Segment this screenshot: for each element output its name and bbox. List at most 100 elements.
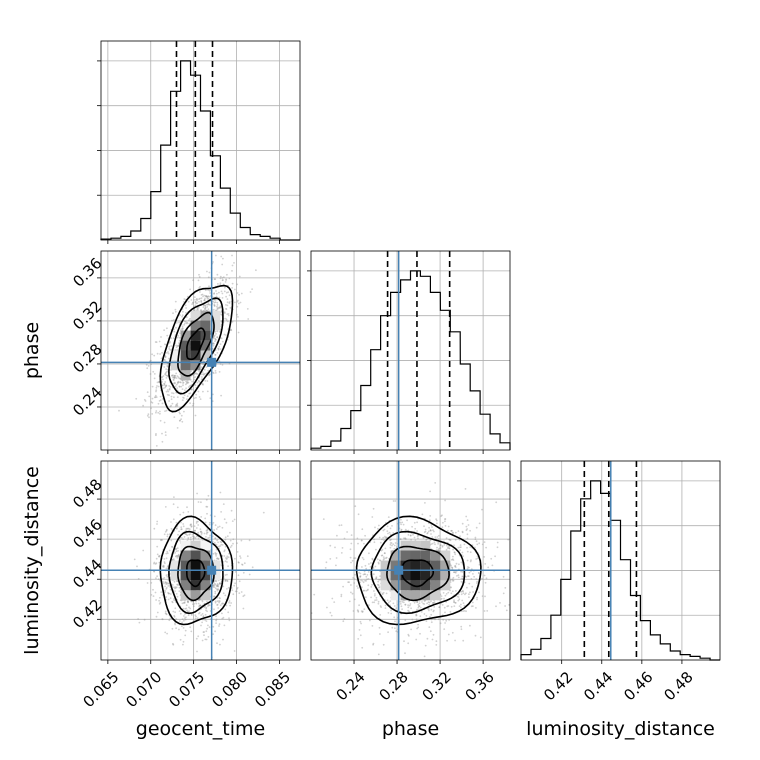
sample-point	[180, 414, 183, 417]
sample-point	[165, 409, 168, 412]
sample-point	[200, 301, 203, 303]
sample-point	[478, 542, 481, 545]
sample-point	[207, 297, 210, 300]
sample-point	[447, 546, 450, 548]
sample-point	[192, 279, 195, 282]
sample-point	[380, 606, 382, 608]
sample-point	[223, 550, 226, 553]
sample-point	[156, 352, 159, 355]
sample-point	[457, 576, 460, 579]
sample-point	[199, 604, 202, 607]
sample-point	[206, 303, 209, 306]
sample-point	[165, 613, 168, 616]
sample-point	[231, 264, 234, 267]
sample-point	[202, 363, 205, 366]
sample-point	[212, 344, 215, 347]
sample-point	[169, 341, 171, 343]
sample-point	[427, 607, 429, 610]
sample-point	[170, 395, 173, 398]
sample-point	[354, 557, 357, 559]
x-axis-label: luminosity_distance	[526, 718, 715, 740]
x-tick-label: 0.075	[165, 668, 208, 711]
sample-point	[164, 372, 167, 375]
sample-point	[146, 582, 149, 584]
sample-point	[217, 347, 220, 350]
sample-point	[200, 533, 203, 535]
sample-point	[382, 643, 385, 646]
sample-point	[214, 299, 216, 301]
sample-point	[226, 301, 229, 304]
sample-point	[444, 518, 447, 520]
sample-point	[166, 535, 169, 538]
sample-point	[447, 525, 450, 528]
sample-point	[157, 411, 160, 414]
sample-point	[224, 536, 227, 539]
sample-point	[185, 607, 188, 610]
sample-point	[404, 538, 407, 540]
sample-point	[217, 607, 220, 609]
sample-point	[175, 372, 178, 375]
sample-point	[190, 299, 193, 301]
sample-point	[196, 299, 198, 302]
sample-point	[449, 539, 452, 542]
sample-point	[154, 394, 157, 397]
x-axis-label: geocent_time	[136, 718, 265, 740]
sample-point	[348, 600, 351, 603]
sample-point	[205, 529, 208, 532]
sample-point	[166, 327, 168, 330]
sample-point	[453, 601, 455, 603]
sample-point	[192, 529, 195, 532]
sample-point	[221, 603, 223, 605]
sample-point	[215, 254, 217, 257]
sample-point	[462, 602, 465, 604]
sample-point	[170, 337, 173, 340]
sample-point	[164, 386, 167, 389]
sample-point	[432, 529, 434, 532]
sample-point	[195, 393, 198, 396]
sample-point	[185, 316, 188, 319]
sample-point	[382, 558, 385, 561]
sample-point	[173, 616, 176, 618]
sample-point	[225, 318, 228, 321]
sample-point	[495, 605, 497, 608]
sample-point	[475, 578, 478, 580]
sample-point	[354, 573, 356, 576]
sample-point	[373, 538, 375, 541]
sample-point	[219, 348, 222, 350]
sample-point	[206, 528, 209, 531]
sample-point	[188, 392, 191, 395]
sample-point	[227, 565, 230, 568]
sample-point	[190, 388, 193, 390]
sample-point	[189, 402, 192, 405]
sample-point	[207, 537, 210, 539]
sample-point	[192, 402, 195, 405]
sample-point	[216, 539, 219, 542]
sample-point	[342, 620, 345, 623]
sample-point	[360, 579, 362, 582]
sample-point	[216, 336, 219, 338]
sample-point	[204, 304, 207, 307]
sample-point	[197, 390, 200, 393]
sample-point	[184, 618, 187, 621]
sample-point	[390, 612, 393, 615]
sample-point	[189, 626, 192, 629]
sample-point	[454, 639, 456, 642]
sample-point	[390, 542, 393, 544]
sample-point	[491, 564, 494, 567]
sample-point	[184, 383, 187, 386]
sample-point	[442, 592, 445, 594]
sample-point	[183, 320, 186, 322]
sample-point	[165, 368, 168, 370]
sample-point	[182, 396, 184, 399]
sample-point	[454, 539, 457, 541]
sample-point	[217, 348, 220, 351]
sample-point	[358, 629, 361, 631]
sample-point	[476, 582, 478, 584]
sample-point	[441, 526, 444, 529]
sample-point	[169, 597, 172, 600]
sample-point	[169, 593, 172, 595]
sample-point	[165, 374, 168, 377]
sample-point	[155, 562, 158, 564]
sample-point	[411, 525, 413, 528]
sample-point	[439, 598, 442, 601]
